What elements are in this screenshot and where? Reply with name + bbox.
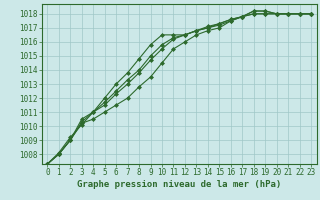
X-axis label: Graphe pression niveau de la mer (hPa): Graphe pression niveau de la mer (hPa): [77, 180, 281, 189]
